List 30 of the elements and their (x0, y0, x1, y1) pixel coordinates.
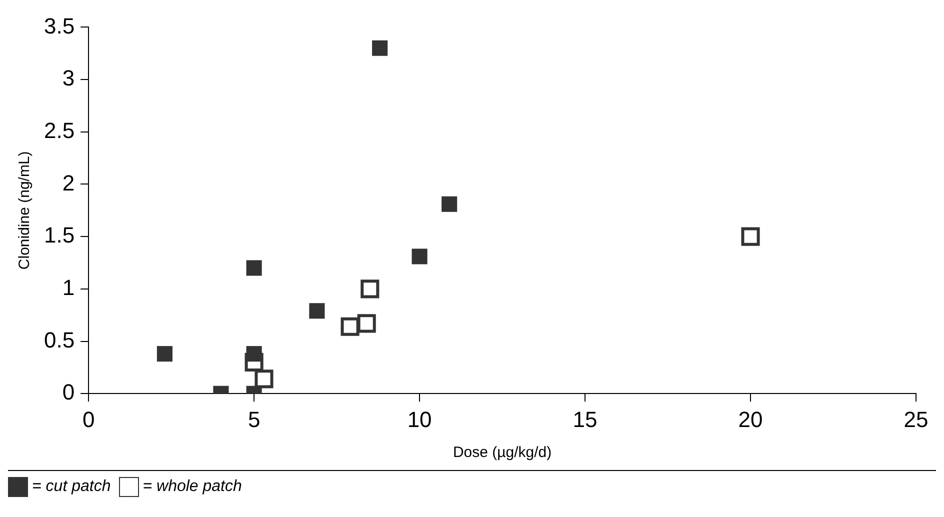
point (246, 260, 262, 276)
x-tick-label: 10 (407, 406, 432, 432)
x-tick-label: 25 (904, 406, 928, 432)
y-axis-title: Clonidine (ng/mL) (16, 151, 34, 270)
point (309, 303, 325, 319)
x-axis-title: Dose (µg/kg/d) (452, 444, 552, 462)
y-tick-label: 0.5 (44, 327, 75, 352)
point (340, 317, 360, 336)
point (254, 370, 274, 388)
point (156, 346, 172, 362)
y-tick-label: 1.5 (44, 222, 75, 248)
y-tick-label: 2 (62, 170, 75, 196)
y-tick-label: 3.5 (44, 13, 75, 38)
legend-label: = cut patch (32, 478, 111, 496)
point (442, 196, 458, 212)
point (741, 227, 760, 246)
x-tick-label: 15 (572, 406, 598, 432)
x-tick-label: 20 (738, 406, 763, 432)
point (357, 314, 376, 333)
point (360, 280, 380, 298)
y-tick-label: 2.5 (44, 118, 75, 143)
y-tick-label: 1 (62, 274, 75, 300)
point (246, 346, 262, 362)
y-tick-label: 3 (62, 66, 75, 91)
legend-label: = whole patch (142, 478, 242, 496)
x-tick-label: 0 (82, 406, 95, 432)
x-tick-label: 5 (248, 406, 260, 432)
point (372, 40, 388, 56)
y-tick-label: 0 (62, 380, 75, 405)
point (412, 248, 428, 264)
